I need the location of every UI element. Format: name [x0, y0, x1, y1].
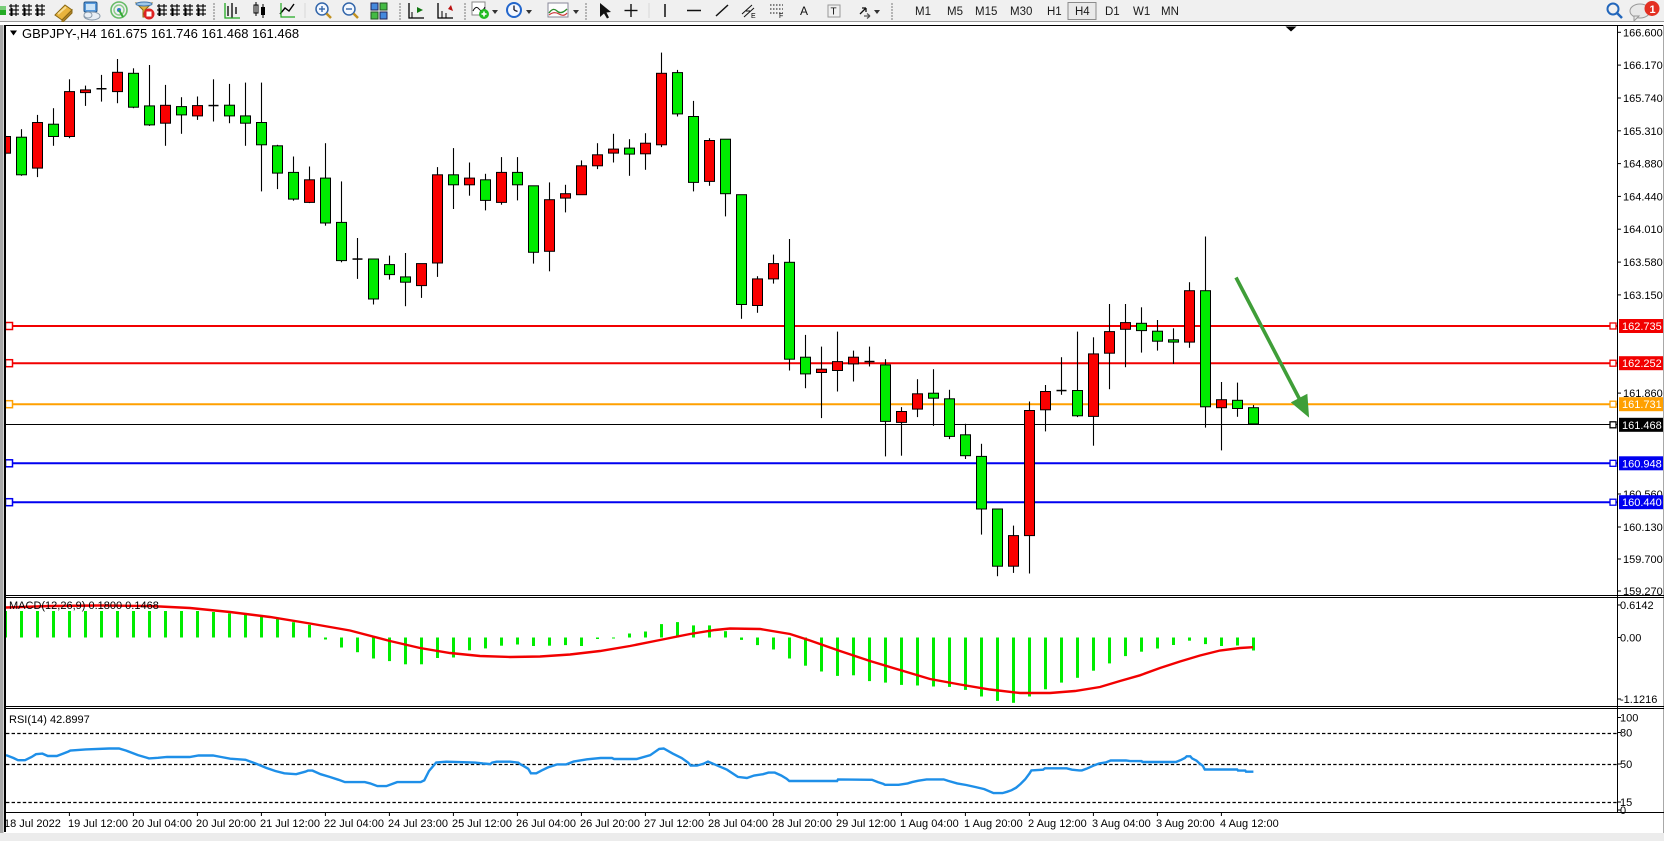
svg-text:1: 1	[1650, 4, 1656, 16]
svg-text:4 Aug 12:00: 4 Aug 12:00	[1220, 818, 1279, 830]
svg-text:160.130: 160.130	[1623, 522, 1663, 534]
svg-text:0.6142: 0.6142	[1620, 600, 1654, 612]
svg-text:159.700: 159.700	[1623, 554, 1663, 566]
svg-text:GBPJPY-,H4 161.675 161.746 16: GBPJPY-,H4 161.675 161.746 161.468 161.4…	[22, 26, 299, 41]
svg-text:160.948: 160.948	[1622, 458, 1662, 470]
svg-text:M5: M5	[947, 6, 963, 18]
svg-text:162.252: 162.252	[1622, 358, 1662, 370]
svg-text:MN: MN	[1161, 6, 1179, 18]
svg-text:27 Jul 12:00: 27 Jul 12:00	[644, 818, 704, 830]
svg-text:166.600: 166.600	[1623, 27, 1663, 39]
svg-text:0.00: 0.00	[1620, 633, 1641, 645]
svg-text:161.468: 161.468	[1622, 420, 1662, 432]
svg-text:A: A	[800, 4, 808, 18]
svg-text:3 Aug 04:00: 3 Aug 04:00	[1092, 818, 1151, 830]
svg-text:H1: H1	[1047, 6, 1062, 18]
svg-text:166.170: 166.170	[1623, 60, 1663, 72]
svg-text:3 Aug 20:00: 3 Aug 20:00	[1156, 818, 1215, 830]
svg-text:19 Jul 12:00: 19 Jul 12:00	[68, 818, 128, 830]
svg-text:20 Jul 04:00: 20 Jul 04:00	[132, 818, 192, 830]
svg-text:164.440: 164.440	[1623, 191, 1663, 203]
svg-text:15: 15	[1620, 797, 1632, 809]
svg-text:D1: D1	[1105, 6, 1120, 18]
svg-text:160.440: 160.440	[1622, 497, 1662, 509]
svg-text:M30: M30	[1010, 6, 1032, 18]
svg-text:26 Jul 04:00: 26 Jul 04:00	[516, 818, 576, 830]
svg-text:21 Jul 12:00: 21 Jul 12:00	[260, 818, 320, 830]
svg-text:25 Jul 12:00: 25 Jul 12:00	[452, 818, 512, 830]
svg-text:18 Jul 2022: 18 Jul 2022	[4, 818, 61, 830]
svg-text:E: E	[751, 13, 756, 20]
svg-text:28 Jul 20:00: 28 Jul 20:00	[772, 818, 832, 830]
svg-text:80: 80	[1620, 728, 1632, 740]
svg-text:H4: H4	[1075, 6, 1090, 18]
svg-text:162.735: 162.735	[1622, 321, 1662, 333]
svg-text:-1.1216: -1.1216	[1620, 694, 1657, 706]
svg-text:164.010: 164.010	[1623, 224, 1663, 236]
svg-text:29 Jul 12:00: 29 Jul 12:00	[836, 818, 896, 830]
svg-text:1 Aug 20:00: 1 Aug 20:00	[964, 818, 1023, 830]
svg-text:F: F	[779, 13, 783, 20]
svg-text:W1: W1	[1133, 6, 1150, 18]
svg-text:159.270: 159.270	[1623, 586, 1663, 598]
svg-text:0: 0	[1620, 805, 1626, 817]
svg-text:100: 100	[1620, 713, 1638, 725]
svg-text:T: T	[831, 7, 837, 18]
svg-text:165.740: 165.740	[1623, 93, 1663, 105]
svg-text:22 Jul 04:00: 22 Jul 04:00	[324, 818, 384, 830]
svg-text:161.860: 161.860	[1623, 388, 1663, 400]
svg-text:M15: M15	[975, 6, 997, 18]
svg-text:26 Jul 20:00: 26 Jul 20:00	[580, 818, 640, 830]
svg-text:50: 50	[1620, 759, 1632, 771]
svg-text:161.731: 161.731	[1622, 399, 1662, 411]
svg-text:M1: M1	[915, 6, 931, 18]
svg-text:24 Jul 23:00: 24 Jul 23:00	[388, 818, 448, 830]
svg-text:MACD(12,26,9) 0.1800 0.1468: MACD(12,26,9) 0.1800 0.1468	[9, 600, 159, 612]
svg-text:163.150: 163.150	[1623, 290, 1663, 302]
svg-text:2 Aug 12:00: 2 Aug 12:00	[1028, 818, 1087, 830]
svg-text:163.580: 163.580	[1623, 257, 1663, 269]
svg-text:165.310: 165.310	[1623, 126, 1663, 138]
svg-text:164.880: 164.880	[1623, 159, 1663, 171]
svg-text:28 Jul 04:00: 28 Jul 04:00	[708, 818, 768, 830]
svg-text:RSI(14) 42.8997: RSI(14) 42.8997	[9, 714, 90, 726]
svg-text:1 Aug 04:00: 1 Aug 04:00	[900, 818, 959, 830]
svg-text:20 Jul 20:00: 20 Jul 20:00	[196, 818, 256, 830]
